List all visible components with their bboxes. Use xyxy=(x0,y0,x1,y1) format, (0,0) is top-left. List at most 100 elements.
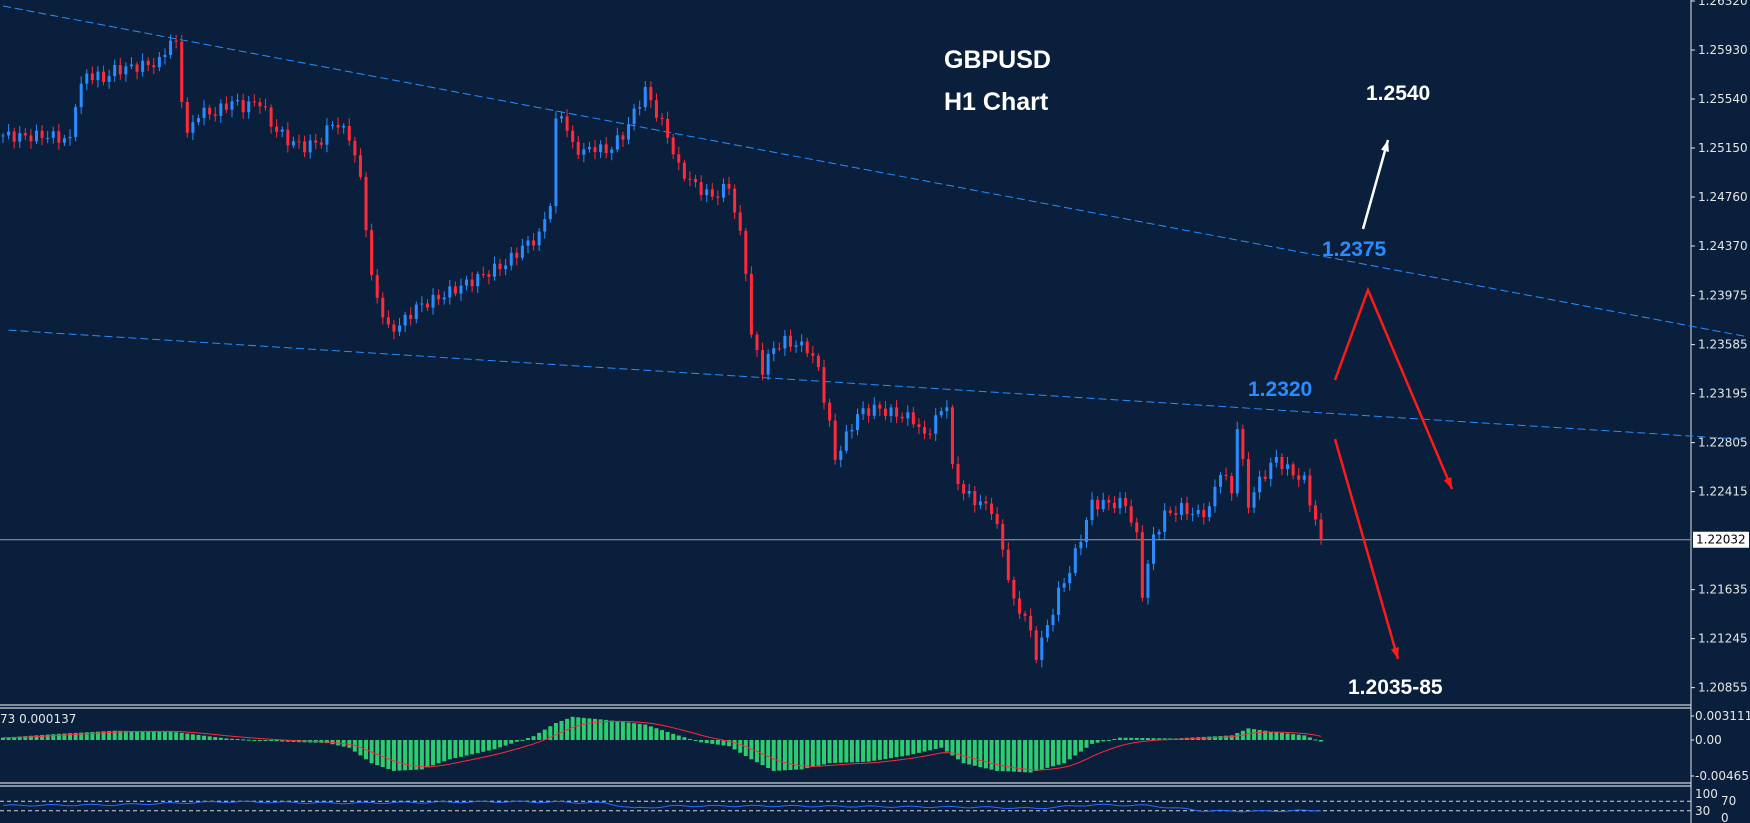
candle-body xyxy=(18,133,22,142)
candle-body xyxy=(124,66,128,75)
candle-body xyxy=(811,353,815,356)
arrow-down-icon xyxy=(1333,286,1454,490)
candle-body xyxy=(950,407,954,465)
candle-body xyxy=(1269,462,1273,480)
candle-body xyxy=(889,407,893,417)
candle-body xyxy=(1012,580,1016,599)
candle-body xyxy=(85,73,89,84)
macd-histogram-bar xyxy=(1252,729,1257,740)
macd-histogram-bar xyxy=(1106,740,1111,741)
macd-histogram-bar xyxy=(135,731,140,740)
macd-histogram-bar xyxy=(995,740,1000,771)
macd-histogram-bar xyxy=(45,734,50,740)
macd-histogram-bar xyxy=(447,740,452,760)
macd-histogram-bar xyxy=(978,740,983,768)
candle-body xyxy=(269,107,273,127)
candle-body xyxy=(520,245,524,258)
candle-body xyxy=(604,144,608,153)
candle-body xyxy=(196,118,200,123)
macd-histogram-bar xyxy=(632,723,637,740)
candle-body xyxy=(582,149,586,155)
candle-body xyxy=(258,102,262,107)
candle-body xyxy=(587,147,591,150)
candle-body xyxy=(157,56,161,68)
candle-body xyxy=(1202,510,1206,518)
candle-body xyxy=(766,353,770,375)
macd-histogram-bar xyxy=(1274,732,1279,740)
candle-body xyxy=(990,503,994,515)
candle-body xyxy=(331,124,335,126)
candle-body xyxy=(325,125,329,145)
candle-body xyxy=(275,126,279,132)
candle-body xyxy=(978,501,982,506)
macd-histogram-bar xyxy=(743,740,748,757)
rsi-tick-label: 100 xyxy=(1695,787,1718,801)
candle-body xyxy=(230,101,234,110)
candle-body xyxy=(900,416,904,419)
resistance-upper-label: 1.2375 xyxy=(1322,238,1387,261)
macd-histogram-bar xyxy=(202,735,207,740)
arrow-down-icon-head xyxy=(1443,477,1452,489)
macd-histogram-bar xyxy=(123,730,128,740)
candle-body xyxy=(1023,613,1027,616)
macd-histogram-bar xyxy=(280,740,285,742)
candle-body xyxy=(174,40,178,42)
candle-body xyxy=(286,129,290,146)
candle-body xyxy=(487,274,491,277)
price-tick-label: 1.21635 xyxy=(1698,583,1748,597)
macd-histogram-bar xyxy=(1229,735,1234,740)
macd-histogram-bar xyxy=(933,740,938,750)
candle-body xyxy=(1291,464,1295,476)
macd-histogram-bar xyxy=(263,740,268,741)
macd-histogram-bar xyxy=(1118,737,1122,740)
candle-body xyxy=(1107,499,1111,503)
candle-body xyxy=(694,178,698,183)
candle-body xyxy=(1101,499,1105,510)
macd-histogram-bar xyxy=(17,736,22,740)
candle-body xyxy=(649,86,653,101)
trendline xyxy=(8,329,1746,440)
macd-histogram-bar xyxy=(492,740,497,750)
trendline xyxy=(2,5,1746,337)
macd-histogram-bar xyxy=(185,733,190,740)
macd-histogram-bar xyxy=(593,718,598,740)
candle-body xyxy=(442,297,446,300)
macd-histogram-bar xyxy=(112,730,117,740)
macd-histogram-bar xyxy=(414,740,419,770)
price-tick-label: 1.21245 xyxy=(1698,632,1748,646)
macd-histogram-bar xyxy=(274,740,279,742)
macd-histogram-bar xyxy=(548,726,553,740)
macd-histogram-bar xyxy=(1101,740,1106,742)
macd-histogram-bar xyxy=(704,740,709,744)
candle-body xyxy=(1017,598,1021,614)
candle-body xyxy=(883,408,887,417)
macd-histogram-bar xyxy=(894,740,899,758)
macd-histogram-bar xyxy=(324,740,329,744)
candle-body xyxy=(74,107,78,137)
macd-histogram-bar xyxy=(252,740,257,741)
macd-histogram-bar xyxy=(576,717,581,740)
macd-histogram-bar xyxy=(1224,735,1229,740)
candle-body xyxy=(386,317,390,325)
macd-histogram-bar xyxy=(615,721,620,740)
candle-body xyxy=(939,411,943,416)
macd-histogram-bar xyxy=(766,740,771,769)
candle-body xyxy=(297,141,301,143)
macd-histogram-bar xyxy=(107,731,112,740)
macd-histogram-bar xyxy=(140,731,145,740)
candle-body xyxy=(79,83,83,108)
candle-body xyxy=(643,86,647,108)
macd-histogram-bar xyxy=(928,740,933,751)
macd-histogram-bar xyxy=(872,740,877,761)
macd-histogram-bar xyxy=(1302,735,1307,740)
candle-body xyxy=(699,182,703,196)
macd-histogram-bar xyxy=(235,739,240,741)
macd-histogram-bar xyxy=(665,731,670,740)
candle-body xyxy=(62,138,66,143)
macd-histogram-bar xyxy=(162,731,167,740)
candle-body xyxy=(129,64,133,67)
candle-body xyxy=(560,116,563,119)
candle-body xyxy=(945,407,949,412)
